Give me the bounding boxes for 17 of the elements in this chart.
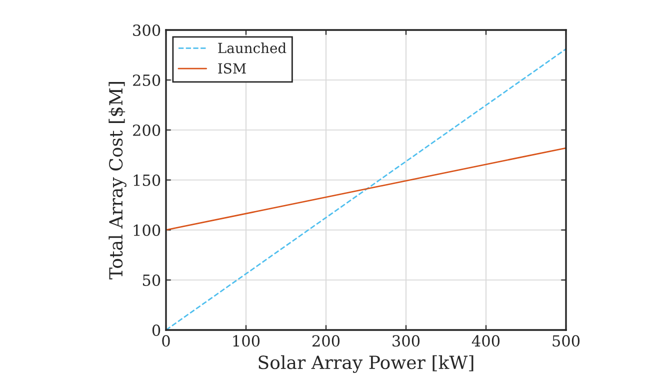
y-tick-label: 300 (133, 24, 160, 36)
x-tick-label: 0 (162, 335, 170, 347)
y-tick-label: 50 (142, 274, 160, 286)
x-tick-label: 200 (312, 335, 340, 347)
x-axis-title: Solar Array Power [kW] (258, 355, 474, 373)
y-axis-title: Total Array Cost [$M] (108, 82, 126, 280)
x-tick-label: 100 (233, 335, 260, 347)
x-tick-label: 400 (472, 335, 500, 347)
y-tick-label: 0 (152, 324, 160, 336)
x-tick-label: 300 (392, 335, 420, 347)
y-tick-label: 200 (133, 124, 160, 136)
x-tick-label: 500 (552, 335, 580, 347)
y-tick-label: 250 (133, 74, 160, 86)
legend-label: Launched (218, 42, 286, 54)
y-tick-label: 150 (134, 174, 160, 186)
legend-label: ISM (218, 63, 246, 74)
y-tick-label: 100 (134, 224, 160, 236)
